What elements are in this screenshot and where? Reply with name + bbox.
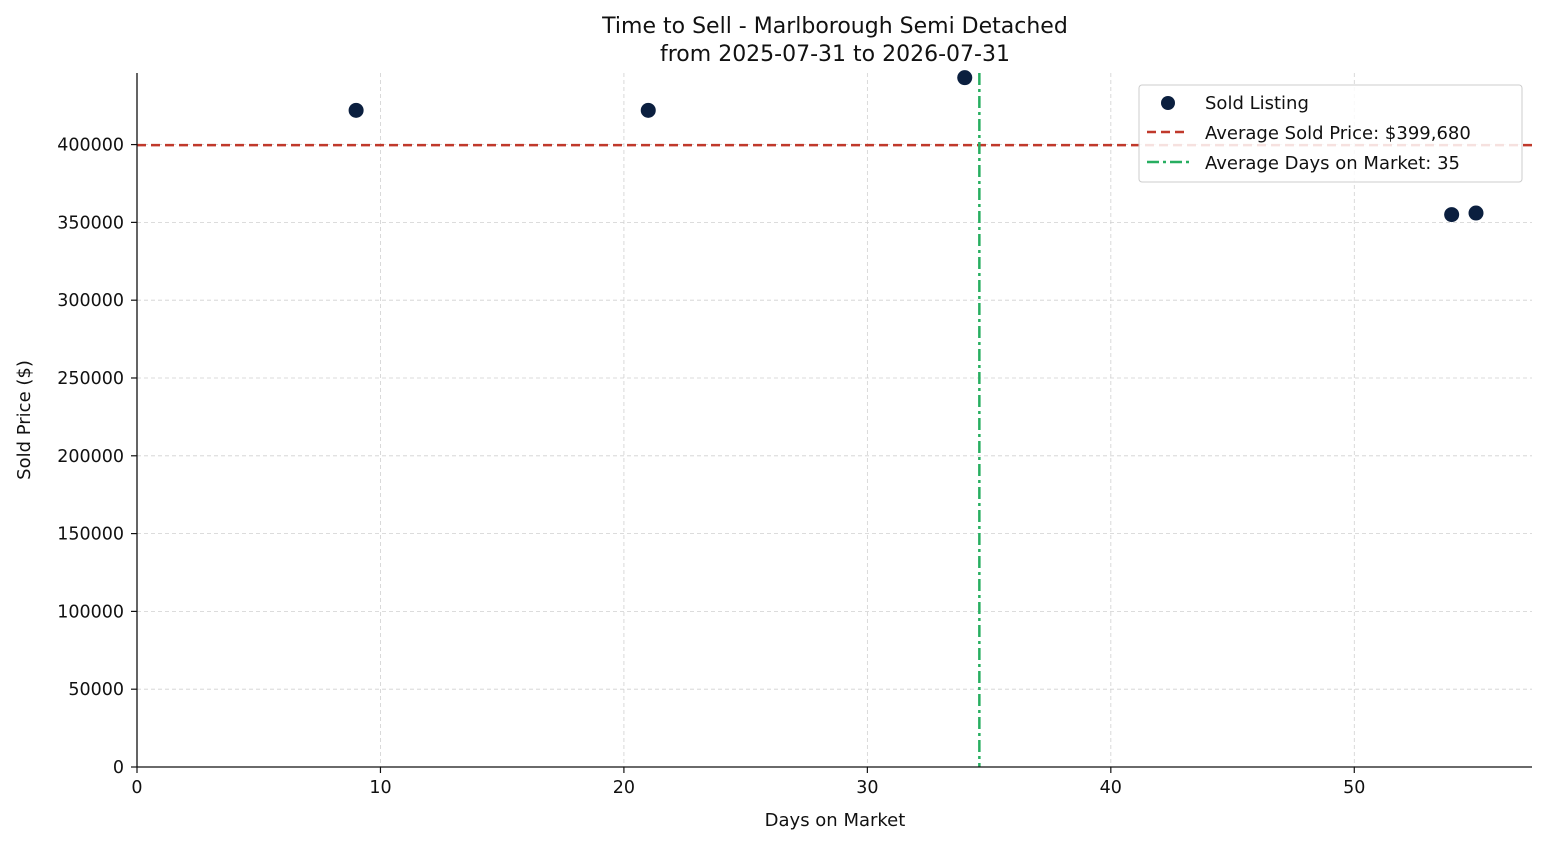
legend: Sold Listing Average Sold Price: $399,68… — [1138, 84, 1523, 183]
data-points — [348, 70, 1484, 223]
sold-listing-point — [957, 70, 973, 86]
sold-listing-point — [640, 102, 656, 118]
y-tick-label: 50000 — [68, 680, 124, 700]
y-axis-label: Sold Price ($) — [14, 360, 35, 480]
legend-marker-sold-listing — [1161, 96, 1175, 110]
y-tick-label: 100000 — [57, 602, 124, 622]
y-tick-label: 150000 — [57, 525, 124, 545]
legend-label-avg-price: Average Sold Price: $399,680 — [1205, 123, 1471, 144]
chart-subtitle: from 2025-07-31 to 2026-07-31 — [660, 42, 1010, 67]
y-tick-label: 200000 — [57, 447, 124, 467]
legend-label-avg-days: Average Days on Market: 35 — [1205, 153, 1460, 174]
chart-title: Time to Sell - Marlborough Semi Detached — [601, 14, 1068, 39]
x-tick-label: 30 — [856, 778, 878, 798]
legend-label-sold-listing: Sold Listing — [1205, 93, 1309, 114]
sold-listing-point — [348, 102, 364, 118]
x-tick-label: 40 — [1100, 778, 1122, 798]
x-tick-label: 0 — [131, 778, 142, 798]
x-tick-label: 20 — [613, 778, 635, 798]
y-tick-label: 250000 — [57, 369, 124, 389]
y-tick-label: 350000 — [57, 213, 124, 233]
x-tick-label: 10 — [369, 778, 391, 798]
x-ticks: 0 10 20 30 40 50 — [131, 767, 1365, 798]
sold-listing-point — [1468, 205, 1484, 221]
legend-box — [1138, 84, 1523, 183]
sold-listing-point — [1444, 207, 1460, 223]
y-tick-label: 400000 — [57, 136, 124, 156]
y-ticks: 0 50000 100000 150000 200000 250000 300000 3500… — [57, 136, 137, 778]
x-tick-label: 50 — [1343, 778, 1365, 798]
x-axis-label: Days on Market — [765, 810, 906, 831]
y-tick-label: 0 — [113, 758, 124, 778]
y-tick-label: 300000 — [57, 291, 124, 311]
